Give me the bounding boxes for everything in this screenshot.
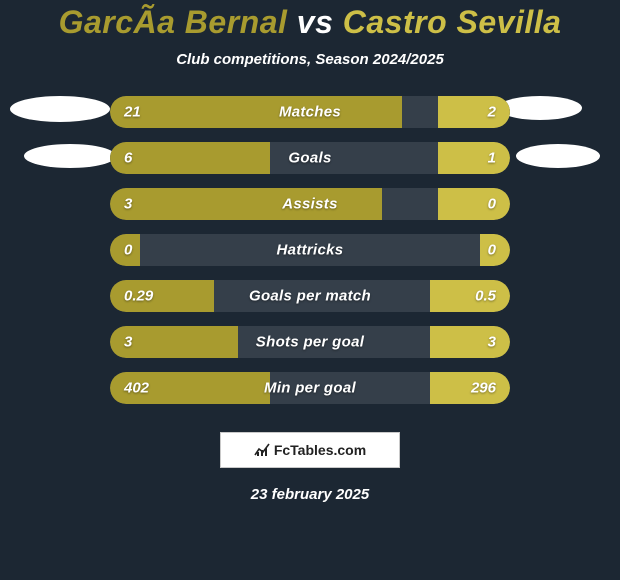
- stat-bar-track: 402 296 Min per goal: [110, 372, 510, 404]
- decorative-ellipse: [10, 96, 110, 122]
- stat-row: 402 296 Min per goal: [0, 372, 620, 404]
- stat-bar-track: 0.29 0.5 Goals per match: [110, 280, 510, 312]
- decorative-ellipse: [516, 144, 600, 168]
- value-player1: 0.29: [124, 288, 153, 305]
- bar-player2: [438, 142, 510, 174]
- vs-label: vs: [297, 4, 334, 40]
- stat-bar-track: 21 2 Matches: [110, 96, 510, 128]
- stat-label: Min per goal: [264, 380, 356, 397]
- stat-label: Goals per match: [249, 288, 371, 305]
- player2-name: Castro Sevilla: [343, 4, 562, 40]
- value-player1: 21: [124, 104, 141, 121]
- value-player1: 3: [124, 196, 132, 213]
- date-label: 23 february 2025: [251, 486, 369, 503]
- bar-player2: [430, 280, 510, 312]
- stat-label: Shots per goal: [256, 334, 364, 351]
- bar-player2: [430, 326, 510, 358]
- subtitle: Club competitions, Season 2024/2025: [176, 51, 444, 68]
- value-player2: 296: [471, 380, 496, 397]
- stat-row: 3 0 Assists: [0, 188, 620, 220]
- chart-icon: [254, 443, 270, 457]
- value-player1: 3: [124, 334, 132, 351]
- value-player2: 3: [488, 334, 496, 351]
- stat-label: Goals: [288, 150, 331, 167]
- decorative-ellipse: [498, 96, 582, 120]
- stat-label: Matches: [279, 104, 341, 121]
- value-player1: 0: [124, 242, 132, 259]
- stat-bar-track: 6 1 Goals: [110, 142, 510, 174]
- bar-player1: [110, 96, 402, 128]
- stat-bar-track: 0 0 Hattricks: [110, 234, 510, 266]
- player1-name: GarcÃ­a Bernal: [59, 4, 288, 40]
- comparison-infographic: GarcÃ­a Bernal vs Castro Sevilla Club co…: [0, 0, 620, 580]
- bar-player2: [438, 188, 510, 220]
- value-player1: 402: [124, 380, 149, 397]
- branding-text: FcTables.com: [274, 442, 366, 458]
- stat-bar-track: 3 0 Assists: [110, 188, 510, 220]
- page-title: GarcÃ­a Bernal vs Castro Sevilla: [59, 4, 562, 41]
- bar-player1: [110, 142, 270, 174]
- stat-label: Assists: [282, 196, 337, 213]
- stat-row: 0.29 0.5 Goals per match: [0, 280, 620, 312]
- stat-row: 0 0 Hattricks: [0, 234, 620, 266]
- bar-player2: [438, 96, 510, 128]
- stats-area: 21 2 Matches 6 1 Goals 3 0 Assists 0 0 Hattricks 0.2…: [0, 96, 620, 418]
- stat-bar-track: 3 3 Shots per goal: [110, 326, 510, 358]
- value-player2: 0: [488, 196, 496, 213]
- value-player2: 0: [488, 242, 496, 259]
- decorative-ellipse: [24, 144, 116, 168]
- bar-player1: [110, 188, 382, 220]
- stat-label: Hattricks: [277, 242, 344, 259]
- branding-badge: FcTables.com: [220, 432, 400, 468]
- value-player1: 6: [124, 150, 132, 167]
- value-player2: 1: [488, 150, 496, 167]
- value-player2: 2: [488, 104, 496, 121]
- stat-row: 3 3 Shots per goal: [0, 326, 620, 358]
- value-player2: 0.5: [475, 288, 496, 305]
